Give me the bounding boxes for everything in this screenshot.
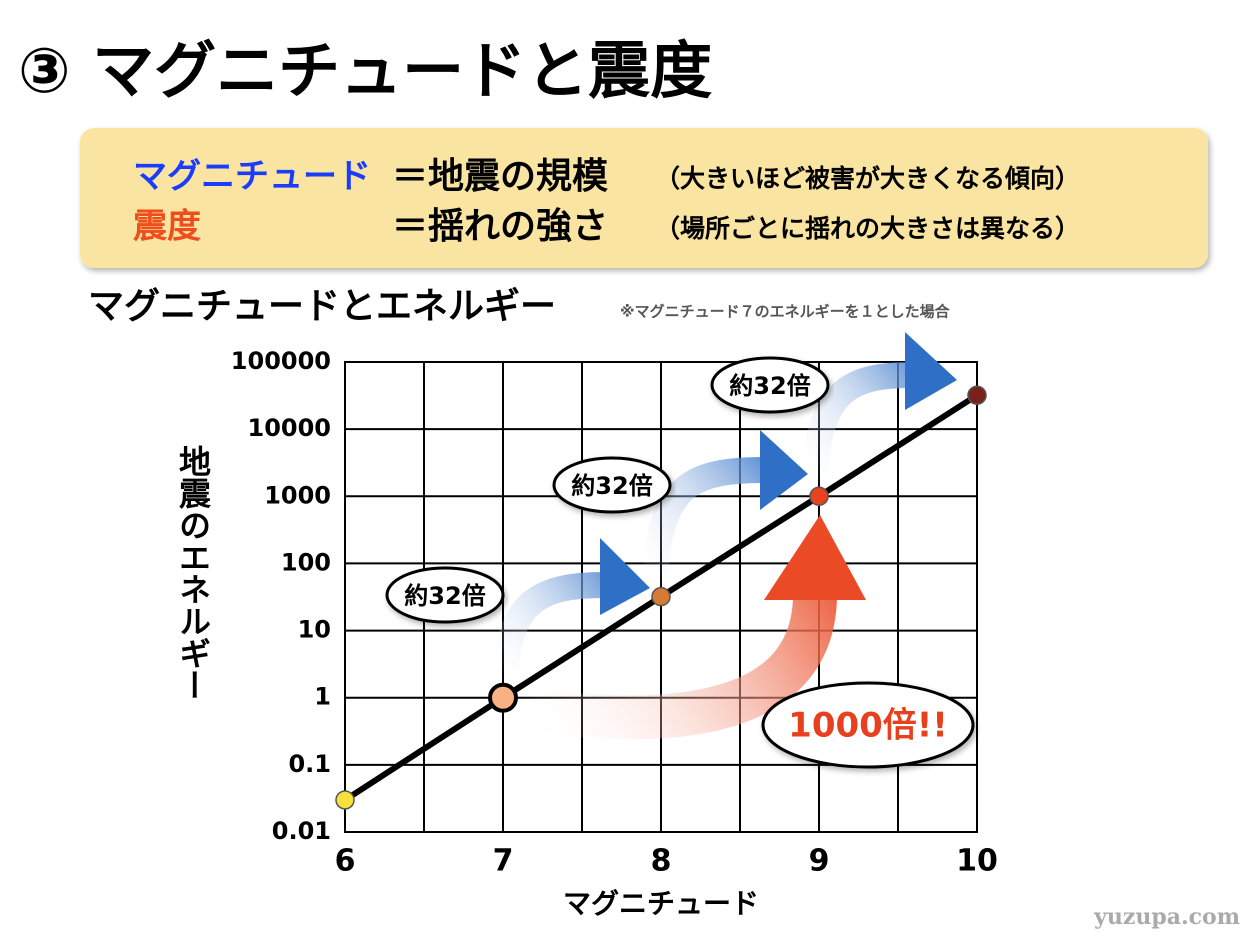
y-tick-label: 0.01 bbox=[272, 817, 331, 845]
y-tick-label: 100000 bbox=[231, 347, 331, 375]
callout-bubble bbox=[552, 456, 672, 514]
callout: 約32倍 bbox=[552, 456, 672, 514]
note: （場所ごとに揺れの大きさは異なる） bbox=[655, 214, 1080, 243]
arrows bbox=[492, 332, 957, 740]
callout-text: 約32倍 bbox=[571, 472, 652, 500]
x-tick-label: 9 bbox=[809, 844, 830, 879]
page-title: ③ マグニチュードと震度 bbox=[18, 34, 712, 107]
x-tick-label: 7 bbox=[493, 844, 514, 879]
y-tick-label: 100 bbox=[281, 548, 331, 576]
data-point bbox=[488, 682, 518, 713]
y-tick-label: 0.1 bbox=[288, 750, 331, 778]
callout: 1000倍!! bbox=[761, 681, 975, 769]
callout-text: 約32倍 bbox=[404, 582, 485, 610]
term: マグニチュード bbox=[133, 157, 371, 197]
y-axis-label: 地震のエネルギー bbox=[174, 445, 212, 701]
y-tick-label: 1000 bbox=[264, 481, 331, 509]
arrow-head bbox=[905, 332, 957, 410]
arrow-head bbox=[600, 538, 650, 615]
x-tick-label: 8 bbox=[651, 844, 672, 879]
data-point bbox=[651, 586, 671, 607]
x-tick-label: 6 bbox=[335, 844, 356, 879]
note: （大きいほど被害が大きくなる傾向） bbox=[655, 164, 1080, 193]
arrow bbox=[642, 457, 766, 596]
data-point bbox=[967, 385, 987, 405]
x-tick-label: 10 bbox=[956, 844, 998, 879]
chart-subtitle: ※マグニチュード７のエネルギーを１とした場合 bbox=[620, 303, 951, 321]
chart-title: マグニチュードとエネルギー bbox=[88, 286, 556, 327]
arrow bbox=[511, 596, 837, 740]
callout-text: 1000倍!! bbox=[788, 706, 948, 746]
y-tick-label: 1 bbox=[314, 683, 331, 711]
callout-bubble bbox=[385, 566, 505, 624]
x-axis-label: マグニチュード bbox=[563, 887, 759, 920]
meaning: ＝揺れの強さ bbox=[392, 206, 608, 247]
arrow-head bbox=[760, 430, 808, 510]
arrow bbox=[802, 362, 913, 491]
y-tick-label: 10 bbox=[298, 616, 331, 644]
callout-bubble bbox=[761, 681, 975, 769]
y-tick-label: 10000 bbox=[248, 414, 332, 442]
callout-text: 約32倍 bbox=[729, 372, 810, 400]
callout: 約32倍 bbox=[710, 356, 830, 414]
callout: 約32倍 bbox=[385, 566, 505, 624]
data-point bbox=[335, 790, 355, 810]
arrow bbox=[492, 572, 606, 691]
callout-bubble bbox=[710, 356, 830, 414]
watermark: yuzupa.com bbox=[1093, 904, 1240, 930]
definition-box bbox=[80, 128, 1208, 268]
data-point bbox=[809, 486, 829, 507]
term: 震度 bbox=[133, 207, 201, 247]
meaning: ＝地震の規模 bbox=[392, 156, 608, 197]
arrow-head bbox=[764, 515, 866, 600]
